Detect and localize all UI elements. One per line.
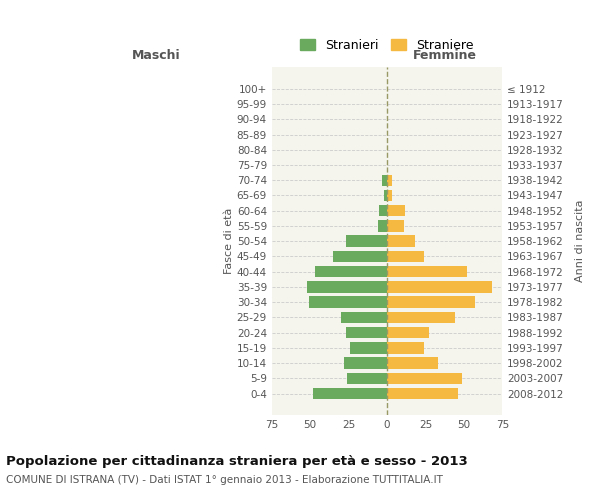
Bar bbox=[387, 174, 392, 186]
Bar bbox=[387, 266, 467, 278]
Legend: Stranieri, Straniere: Stranieri, Straniere bbox=[300, 38, 474, 52]
Bar bbox=[347, 372, 387, 384]
Bar bbox=[313, 388, 387, 400]
Bar bbox=[387, 205, 406, 216]
Bar bbox=[315, 266, 387, 278]
Bar bbox=[307, 281, 387, 292]
Y-axis label: Fasce di età: Fasce di età bbox=[224, 208, 234, 274]
Bar bbox=[387, 236, 415, 247]
Bar bbox=[387, 372, 463, 384]
Bar bbox=[387, 358, 438, 369]
Bar bbox=[387, 388, 458, 400]
Bar bbox=[333, 250, 387, 262]
Bar bbox=[346, 327, 387, 338]
Bar bbox=[308, 296, 387, 308]
Bar bbox=[387, 327, 428, 338]
Bar bbox=[387, 296, 475, 308]
Bar bbox=[344, 358, 387, 369]
Bar bbox=[387, 342, 424, 353]
Bar bbox=[378, 220, 387, 232]
Bar bbox=[384, 190, 387, 201]
Bar bbox=[346, 236, 387, 247]
Bar bbox=[387, 220, 404, 232]
Bar bbox=[350, 342, 387, 353]
Text: Maschi: Maschi bbox=[132, 49, 181, 62]
Bar bbox=[387, 281, 491, 292]
Bar bbox=[387, 190, 392, 201]
Bar bbox=[387, 312, 455, 323]
Bar bbox=[379, 205, 387, 216]
Bar bbox=[387, 250, 424, 262]
Bar bbox=[382, 174, 387, 186]
Text: Popolazione per cittadinanza straniera per età e sesso - 2013: Popolazione per cittadinanza straniera p… bbox=[6, 455, 468, 468]
Bar bbox=[341, 312, 387, 323]
Text: COMUNE DI ISTRANA (TV) - Dati ISTAT 1° gennaio 2013 - Elaborazione TUTTITALIA.IT: COMUNE DI ISTRANA (TV) - Dati ISTAT 1° g… bbox=[6, 475, 443, 485]
Text: Femmine: Femmine bbox=[413, 49, 476, 62]
Y-axis label: Anni di nascita: Anni di nascita bbox=[575, 200, 585, 282]
